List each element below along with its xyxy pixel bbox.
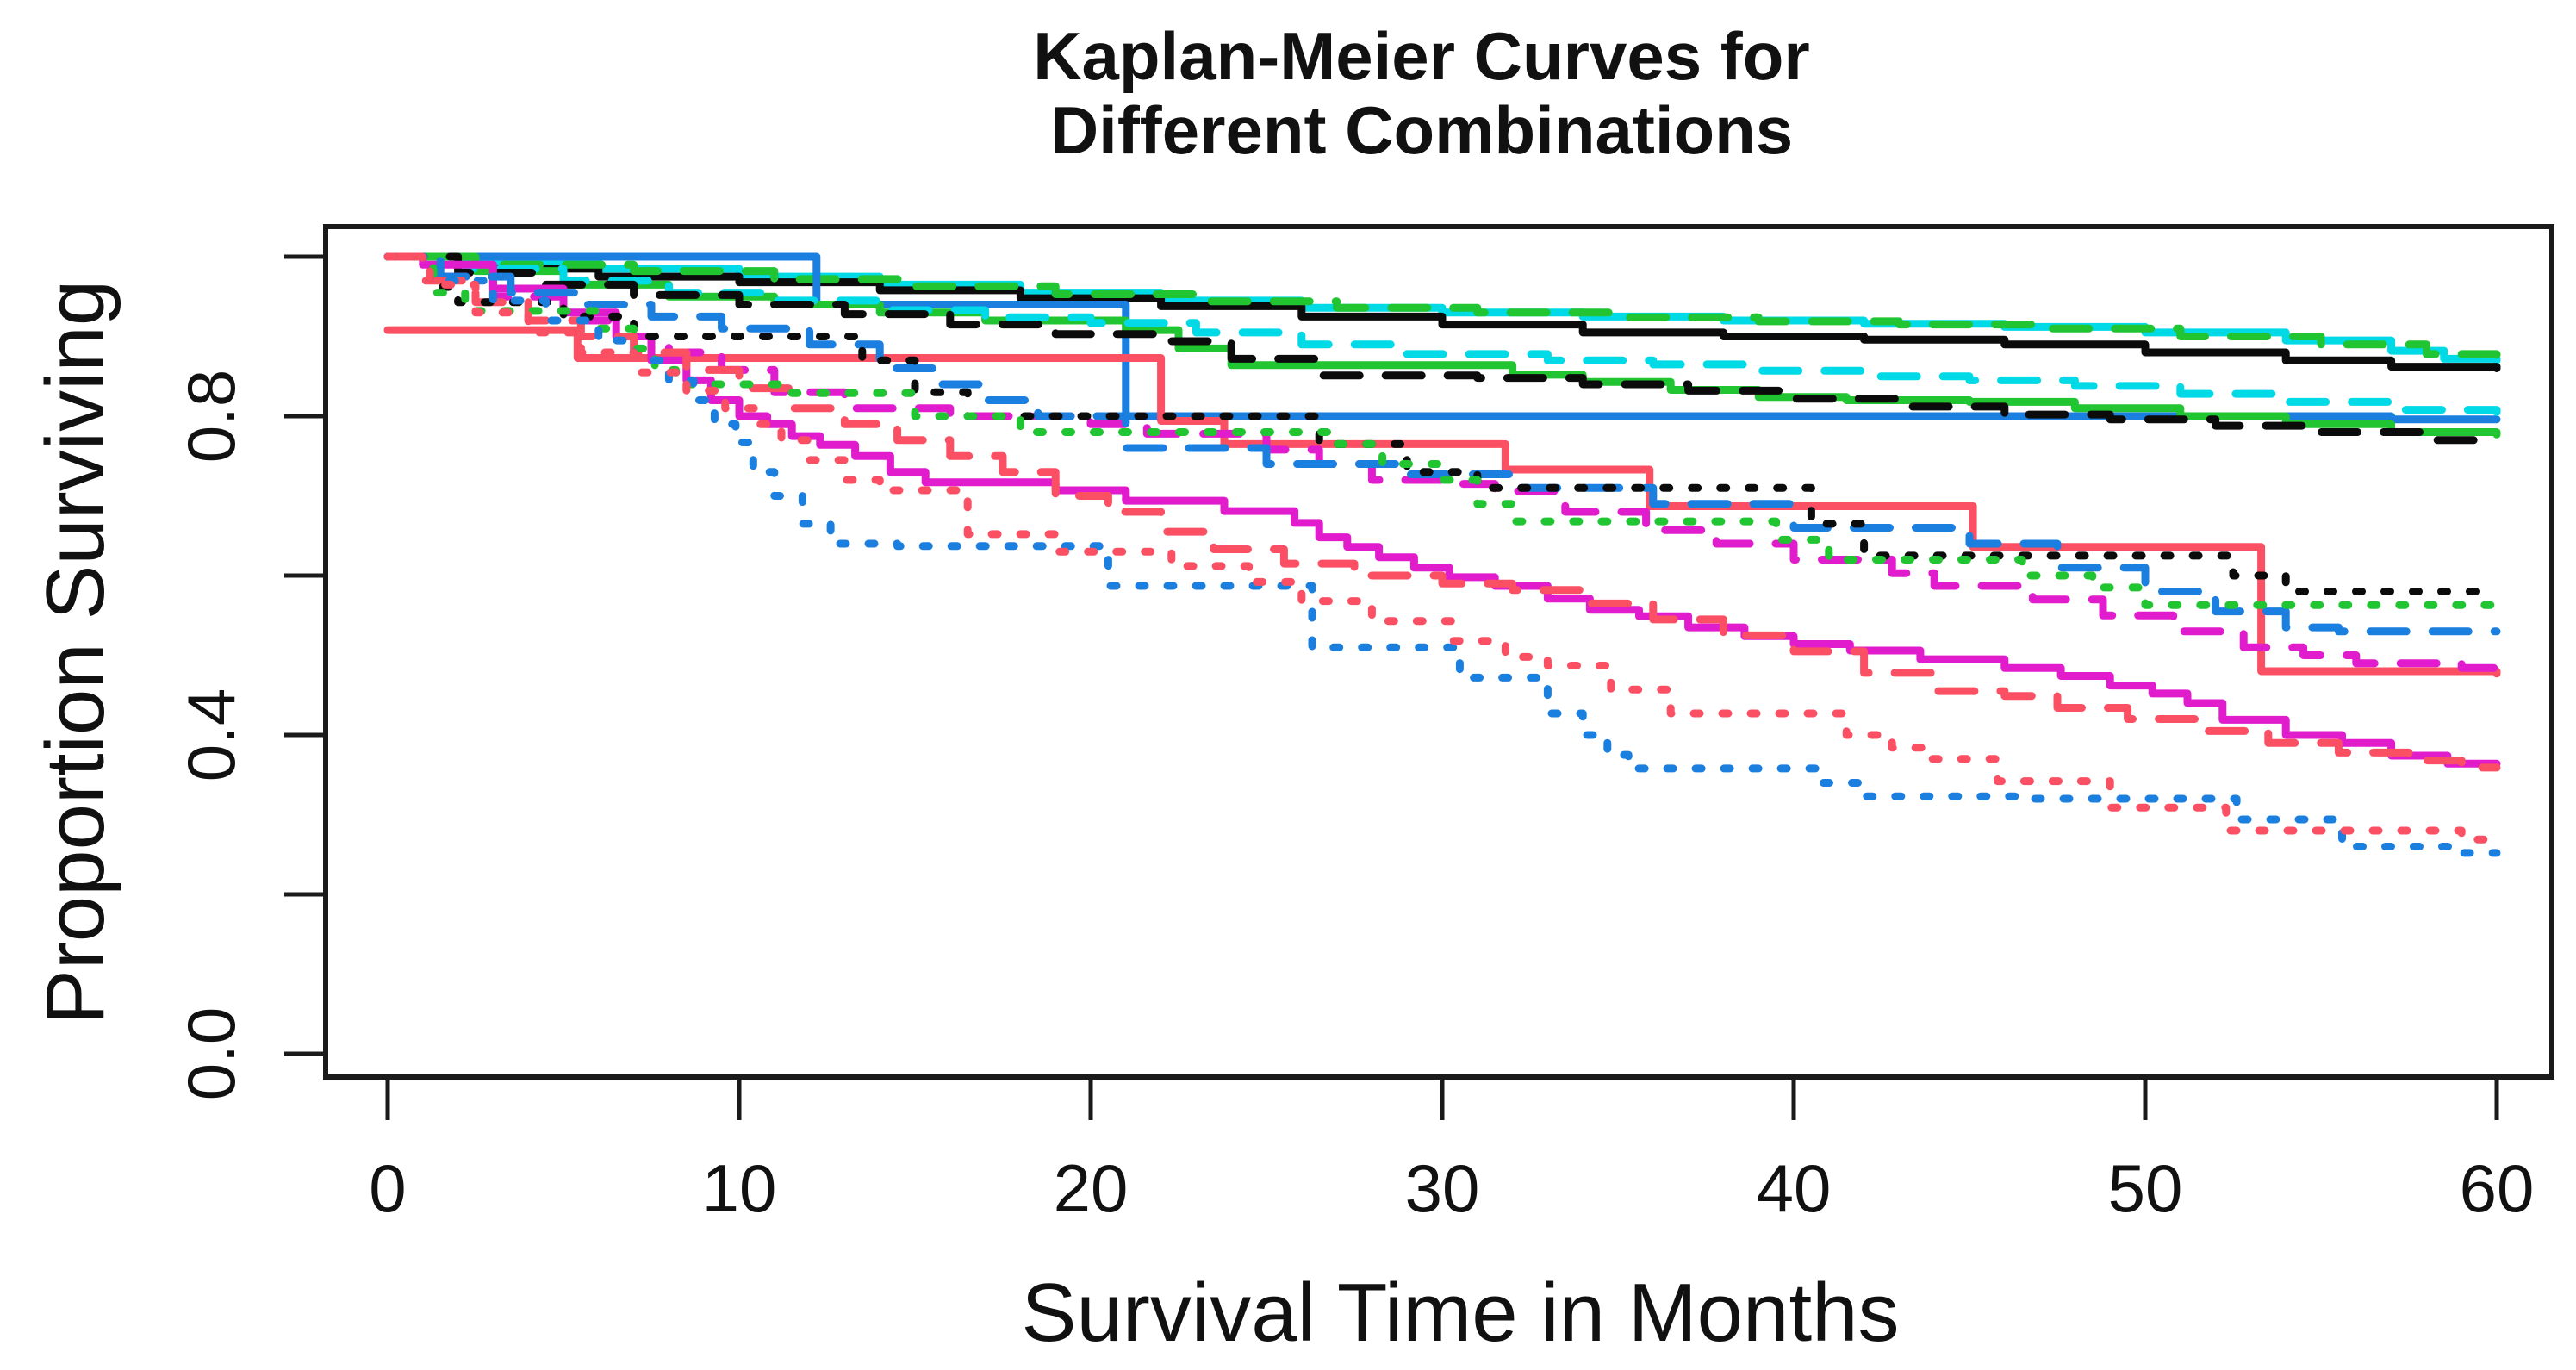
y-tick-label: 0.8 bbox=[173, 370, 249, 463]
x-axis-title: Survival Time in Months bbox=[1021, 1267, 1899, 1359]
x-axis-tick-labels: 0 10 20 30 40 50 60 bbox=[369, 1150, 2534, 1226]
y-axis-tick-labels: 0.0 0.4 0.8 bbox=[173, 370, 249, 1100]
chart-title-line2: Different Combinations bbox=[1050, 92, 1793, 168]
km-curve-green-solid bbox=[383, 252, 2501, 439]
x-axis-ticks bbox=[385, 1077, 2499, 1120]
km-curve-red-dotted bbox=[383, 252, 2501, 844]
km-curve-black-dashed bbox=[383, 252, 2501, 446]
y-axis-title: Proportion Surviving bbox=[29, 280, 121, 1024]
km-curve-red-solid bbox=[383, 326, 2501, 678]
x-tick-label: 30 bbox=[1405, 1150, 1480, 1226]
y-tick-label: 0.0 bbox=[173, 1007, 249, 1100]
chart-title-line1: Kaplan-Meier Curves for bbox=[1033, 18, 1810, 94]
x-tick-label: 50 bbox=[2108, 1150, 2183, 1226]
km-curves-group bbox=[383, 252, 2501, 857]
km-curve-magenta-solid bbox=[383, 252, 2501, 768]
km-curve-green-dashed bbox=[383, 252, 2501, 361]
km-curve-blue-dashed bbox=[383, 252, 2501, 636]
x-tick-label: 10 bbox=[702, 1150, 777, 1226]
x-tick-label: 20 bbox=[1054, 1150, 1129, 1226]
x-tick-label: 60 bbox=[2460, 1150, 2535, 1226]
x-tick-label: 40 bbox=[1757, 1150, 1832, 1226]
x-tick-label: 0 bbox=[369, 1150, 406, 1226]
plot-border bbox=[323, 224, 2554, 1080]
km-curve-red-dashed bbox=[383, 252, 2501, 772]
km-curve-black-solid bbox=[383, 252, 2501, 372]
y-axis-ticks bbox=[284, 254, 326, 1056]
y-tick-label: 0.4 bbox=[173, 688, 249, 782]
km-curve-blue-dotted bbox=[383, 252, 2501, 857]
